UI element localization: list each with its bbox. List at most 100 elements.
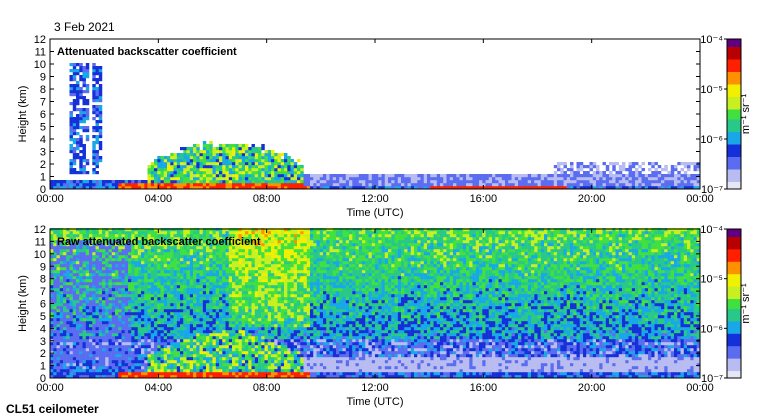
y-tick-label: 8 bbox=[40, 84, 46, 96]
colorbar-step bbox=[727, 291, 741, 295]
colorbar-step bbox=[727, 298, 741, 302]
colorbar-step bbox=[727, 303, 741, 307]
y-tick-label: 10 bbox=[34, 249, 46, 261]
x-tick-label: 08:00 bbox=[253, 193, 281, 205]
colorbar-step bbox=[727, 353, 741, 357]
colorbar-step bbox=[727, 39, 741, 42]
y-tick-label: 0 bbox=[40, 373, 46, 385]
colorbar-step bbox=[727, 89, 741, 92]
y-tick-label: 9 bbox=[40, 72, 46, 84]
colorbar-step bbox=[727, 281, 741, 285]
colorbar-step bbox=[727, 330, 741, 334]
colorbar-step bbox=[727, 79, 741, 82]
x-tick-label: 16:00 bbox=[470, 193, 498, 205]
x-tick-label: 00:00 bbox=[36, 382, 64, 394]
colorbar-step bbox=[727, 268, 741, 272]
panel-title: Raw attenuated backscatter coefficient bbox=[57, 236, 261, 248]
colorbar-step bbox=[727, 139, 741, 142]
colorbar-step bbox=[727, 236, 741, 240]
colorbar-step bbox=[727, 104, 741, 107]
y-tick-label: 0 bbox=[40, 184, 46, 196]
colorbar-step bbox=[727, 233, 741, 237]
colorbar-step bbox=[727, 181, 741, 185]
x-tick-label: 20:00 bbox=[578, 382, 606, 394]
panel-title: Attenuated backscatter coefficient bbox=[57, 46, 237, 58]
y-tick-label: 9 bbox=[40, 261, 46, 273]
y-tick-label: 5 bbox=[40, 311, 46, 323]
colorbar-step bbox=[727, 159, 741, 162]
colorbar-step bbox=[727, 51, 741, 55]
colorbar-step bbox=[727, 94, 741, 97]
colorbar-step bbox=[727, 373, 741, 377]
colorbar-step bbox=[727, 149, 741, 152]
colorbar-step bbox=[727, 44, 741, 47]
x-tick-label: 04:00 bbox=[145, 382, 173, 394]
colorbar-step bbox=[727, 343, 741, 347]
colorbar-step bbox=[727, 109, 741, 112]
colorbar-step bbox=[727, 54, 741, 57]
colorbar-step bbox=[727, 114, 741, 117]
x-axis-title: Time (UTC) bbox=[346, 396, 403, 408]
colorbar-step bbox=[727, 256, 741, 260]
colorbar-step bbox=[727, 166, 741, 170]
colorbar-step bbox=[727, 248, 741, 252]
colorbar-step bbox=[727, 345, 741, 349]
colorbar-step bbox=[727, 86, 741, 90]
colorbar-tick-label: 10⁻⁷ bbox=[701, 184, 723, 196]
y-axis-title: Height (km) bbox=[17, 275, 29, 332]
colorbar-step bbox=[727, 229, 741, 232]
colorbar-step bbox=[727, 253, 741, 257]
colorbar: 10⁻⁷ 10⁻⁶ 10⁻⁵ 10⁻⁴ m⁻¹ sr⁻¹ bbox=[700, 34, 752, 196]
colorbar-step bbox=[727, 340, 741, 344]
colorbar-step bbox=[727, 121, 741, 125]
y-tick-label: 4 bbox=[40, 323, 46, 335]
x-tick-label: 00:00 bbox=[686, 382, 714, 394]
colorbar-step bbox=[727, 116, 741, 120]
y-tick-label: 8 bbox=[40, 274, 46, 286]
colorbar-step bbox=[727, 301, 741, 304]
y-tick-label: 5 bbox=[40, 122, 46, 134]
colorbar-step bbox=[727, 273, 741, 277]
colorbar-step bbox=[727, 156, 741, 160]
colorbar-step bbox=[727, 278, 741, 282]
colorbar-step bbox=[727, 325, 741, 329]
y-tick-label: 11 bbox=[35, 236, 46, 248]
colorbar-step bbox=[727, 333, 741, 337]
colorbar-step bbox=[727, 46, 741, 50]
colorbar-step bbox=[727, 76, 741, 80]
colorbar-step bbox=[727, 315, 741, 319]
colorbar-step bbox=[727, 355, 741, 359]
colorbar-step bbox=[727, 84, 741, 87]
colorbar-step bbox=[727, 318, 741, 322]
x-tick-label: 04:00 bbox=[145, 193, 173, 205]
colorbar-tick-label: 10⁻⁷ bbox=[701, 373, 723, 385]
colorbar-step bbox=[727, 91, 741, 95]
colorbar-step bbox=[727, 66, 741, 70]
y-tick-label: 6 bbox=[40, 299, 46, 311]
colorbar-step bbox=[727, 328, 741, 332]
colorbar-step bbox=[727, 335, 741, 339]
colorbar-step bbox=[727, 375, 741, 379]
colorbar-tick-label: 10⁻⁵ bbox=[700, 84, 723, 96]
x-axis-title: Time (UTC) bbox=[346, 207, 403, 219]
heatmap-cells bbox=[50, 63, 701, 190]
colorbar-step bbox=[727, 119, 741, 122]
colorbar-step bbox=[727, 243, 741, 247]
colorbar-tick-label: 10⁻⁴ bbox=[700, 34, 723, 46]
colorbar-step bbox=[727, 81, 741, 85]
colorbar-frame bbox=[726, 38, 742, 190]
colorbar-step bbox=[727, 263, 741, 267]
colorbar-step bbox=[727, 61, 741, 65]
colorbar-step bbox=[727, 151, 741, 155]
y-axis-title: Height (km) bbox=[17, 86, 29, 143]
colorbar-step bbox=[727, 154, 741, 157]
colorbar-step bbox=[727, 258, 741, 262]
colorbar-step bbox=[727, 111, 741, 115]
y-tick-label: 12 bbox=[34, 224, 46, 236]
colorbar-step bbox=[727, 320, 741, 324]
colorbar-step bbox=[727, 184, 741, 187]
heatmap-cells bbox=[50, 228, 701, 379]
